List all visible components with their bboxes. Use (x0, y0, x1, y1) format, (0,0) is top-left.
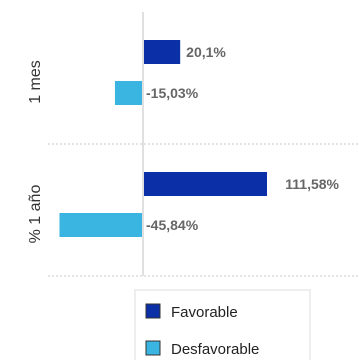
bar-desfavorable (59, 213, 142, 237)
bar-desfavorable (114, 81, 142, 105)
legend-box (134, 289, 311, 360)
data-label: -15,03% (146, 85, 199, 101)
bar-favorable (144, 40, 181, 64)
legend-swatch-favorable (145, 303, 161, 319)
label-background (267, 172, 345, 196)
legend-label: Desfavorable (171, 341, 259, 358)
chart-axes (48, 12, 359, 277)
chart-data-labels: 20,1% -15,03% 111,58% -45,84% (146, 44, 345, 233)
data-label: 111,58% (285, 176, 339, 192)
data-label: -45,84% (146, 217, 199, 233)
chart-bars (59, 40, 345, 237)
chart-legend: Favorable Desfavorable (134, 289, 311, 360)
legend-label: Favorable (171, 304, 238, 321)
legend-swatch-desfavorable (145, 340, 161, 356)
data-label: 20,1% (186, 44, 226, 60)
chart-category-labels: 1 mes % 1 año (27, 60, 44, 243)
category-label: 1 mes (27, 60, 44, 104)
category-label: % 1 año (27, 185, 44, 244)
